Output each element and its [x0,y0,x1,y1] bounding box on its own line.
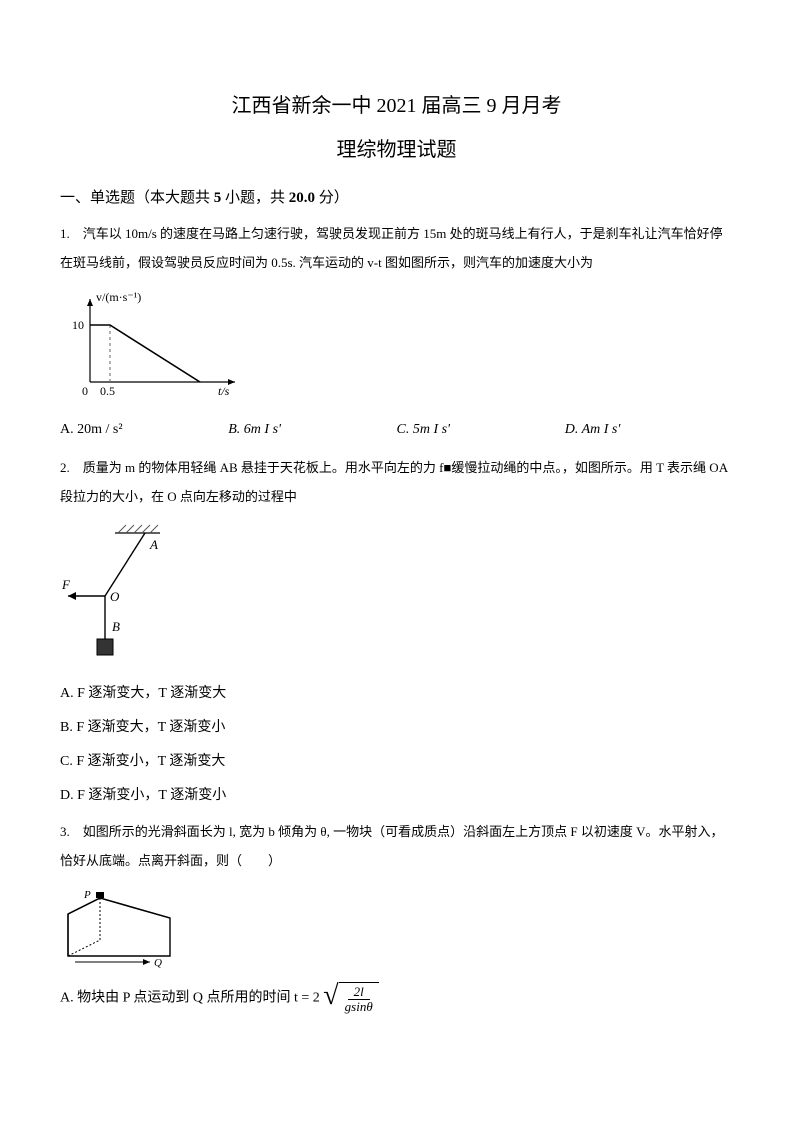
question-2-text: 2. 质量为 m 的物体用轻绳 AB 悬挂于天花板上。用水平向左的力 f■缓慢拉… [60,454,733,511]
question-1: 1. 汽车以 10m/s 的速度在马路上匀速行驶，驾驶员发现正前方 15m 处的… [60,220,733,444]
question-3-diagram: P Q [60,886,733,968]
option-1D: D. Am I s' [565,416,733,444]
frac-den: gsinθ [339,1000,379,1014]
option-2A: A. F 逐渐变大，T 逐渐变大 [60,680,733,708]
option-1B-text: B. 6m I s' [228,422,281,437]
option-2B: B. F 逐渐变大，T 逐渐变小 [60,714,733,742]
label-O: O [110,589,120,604]
chart-ytick: 10 [72,318,84,332]
chart-origin: 0 [82,384,88,398]
chart-xlabel: t/s [218,384,230,398]
question-2-body: 质量为 m 的物体用轻绳 AB 悬挂于天花板上。用水平向左的力 f■缓慢拉动绳的… [60,460,727,504]
label-F: F [61,577,71,592]
label-A: A [149,537,158,552]
chart-ylabel: v/(m·s⁻¹) [96,290,141,304]
question-2: 2. 质量为 m 的物体用轻绳 AB 悬挂于天花板上。用水平向左的力 f■缓慢拉… [60,454,733,810]
section-points: 20.0 [289,190,315,206]
question-3-text: 3. 如图所示的光滑斜面长为 l, 宽为 b 倾角为 θ, 一物块（可看成质点）… [60,818,733,875]
option-3A: A. 物块由 P 点运动到 Q 点所用的时间 t = 2 √ 2l gsinθ [60,982,733,1015]
question-1-number: 1. [60,226,70,241]
question-1-text: 1. 汽车以 10m/s 的速度在马路上匀速行驶，驾驶员发现正前方 15m 处的… [60,220,733,277]
label-Q: Q [154,957,162,968]
label-P: P [83,889,91,901]
option-1B: B. 6m I s' [228,416,396,444]
radical-icon: √ [323,982,338,1015]
option-1D-text: D. Am I s' [565,422,621,437]
section-header: 一、单选题（本大题共 5 小题，共 20.0 分） [60,186,733,210]
question-2-number: 2. [60,460,70,475]
section-suffix: 分） [315,190,349,206]
section-mid: 小题，共 [221,190,289,206]
page-subtitle: 理综物理试题 [60,134,733,166]
label-B: B [112,619,120,634]
option-2C: C. F 逐渐变小，T 逐渐变大 [60,748,733,776]
option-1C: C. 5m I s' [397,416,565,444]
option-2D: D. F 逐渐变小，T 逐渐变小 [60,782,733,810]
question-1-options: A. 20m / s² B. 6m I s' C. 5m I s' D. Am … [60,416,733,444]
option-3A-prefix: A. 物块由 P 点运动到 Q 点所用的时间 t = 2 [60,990,320,1005]
question-1-chart: v/(m·s⁻¹) 10 0 0.5 t/s [60,287,733,402]
question-3-body: 如图所示的光滑斜面长为 l, 宽为 b 倾角为 θ, 一物块（可看成质点）沿斜面… [60,824,723,868]
question-3-number: 3. [60,824,70,839]
question-1-body: 汽车以 10m/s 的速度在马路上匀速行驶，驾驶员发现正前方 15m 处的斑马线… [60,226,723,270]
question-2-diagram: A O B F [60,521,733,666]
question-2-options: A. F 逐渐变大，T 逐渐变大 B. F 逐渐变大，T 逐渐变小 C. F 逐… [60,680,733,810]
question-3: 3. 如图所示的光滑斜面长为 l, 宽为 b 倾角为 θ, 一物块（可看成质点）… [60,818,733,1014]
chart-xtick: 0.5 [100,384,115,398]
option-1A: A. 20m / s² [60,416,228,444]
option-1C-text: C. 5m I s' [397,422,451,437]
section-prefix: 一、单选题（本大题共 [60,190,214,206]
option-1A-text: A. 20m / s² [60,422,123,437]
page-title: 江西省新余一中 2021 届高三 9 月月考 [60,90,733,122]
frac-num: 2l [348,985,370,1000]
